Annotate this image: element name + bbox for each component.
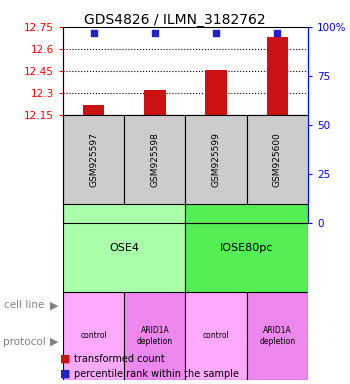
Bar <box>267 50 288 223</box>
FancyBboxPatch shape <box>247 292 308 380</box>
Point <box>152 30 158 36</box>
Point <box>91 30 97 36</box>
Text: GSM925598: GSM925598 <box>150 132 159 187</box>
FancyBboxPatch shape <box>186 115 247 204</box>
Text: GSM925600: GSM925600 <box>273 132 282 187</box>
Text: GSM925599: GSM925599 <box>212 132 220 187</box>
FancyBboxPatch shape <box>124 292 186 380</box>
Text: ARID1A
depletion: ARID1A depletion <box>259 326 295 346</box>
Text: ARID1A
depletion: ARID1A depletion <box>137 326 173 346</box>
FancyBboxPatch shape <box>124 115 186 204</box>
Text: ■: ■ <box>60 354 70 364</box>
Text: GSM925597: GSM925597 <box>89 132 98 187</box>
Bar <box>205 122 227 223</box>
Point <box>274 30 280 36</box>
FancyBboxPatch shape <box>63 204 186 292</box>
Text: control: control <box>80 331 107 341</box>
Text: transformed count: transformed count <box>74 354 164 364</box>
Text: GDS4826 / ILMN_3182762: GDS4826 / ILMN_3182762 <box>84 13 266 27</box>
Text: protocol: protocol <box>4 337 46 347</box>
FancyBboxPatch shape <box>186 204 308 292</box>
Text: control: control <box>203 331 230 341</box>
Point <box>213 30 219 36</box>
FancyBboxPatch shape <box>63 292 124 380</box>
Text: OSE4: OSE4 <box>109 243 139 253</box>
Bar <box>83 200 104 223</box>
FancyBboxPatch shape <box>63 115 124 204</box>
FancyBboxPatch shape <box>247 115 308 204</box>
Text: ▶: ▶ <box>50 337 58 347</box>
FancyBboxPatch shape <box>186 292 247 380</box>
Text: ■: ■ <box>60 369 70 379</box>
Bar <box>144 167 166 223</box>
Text: cell line: cell line <box>4 300 44 310</box>
Text: IOSE80pc: IOSE80pc <box>220 243 273 253</box>
Text: percentile rank within the sample: percentile rank within the sample <box>74 369 238 379</box>
Text: ▶: ▶ <box>50 300 58 310</box>
